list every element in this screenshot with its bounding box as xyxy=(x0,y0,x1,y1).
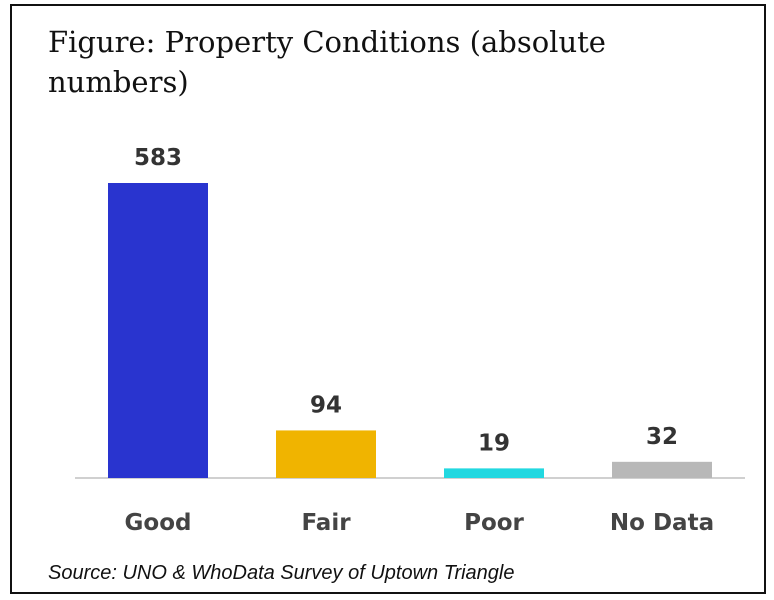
data-label: 32 xyxy=(646,424,678,450)
frame xyxy=(10,4,766,594)
x-tick-label: Poor xyxy=(464,510,524,536)
bar xyxy=(444,468,544,478)
bar xyxy=(108,183,208,478)
x-tick-label: Fair xyxy=(301,510,351,536)
data-label: 94 xyxy=(310,392,342,418)
data-label: 583 xyxy=(134,145,182,171)
bar xyxy=(276,430,376,478)
source-note: Source: UNO & WhoData Survey of Uptown T… xyxy=(48,562,515,584)
x-tick-label: No Data xyxy=(610,510,714,536)
data-label: 19 xyxy=(478,430,510,456)
bar xyxy=(612,461,712,478)
chart-title: Figure: Property Conditions (absolute nu… xyxy=(48,25,606,99)
x-tick-label: Good xyxy=(125,510,192,536)
